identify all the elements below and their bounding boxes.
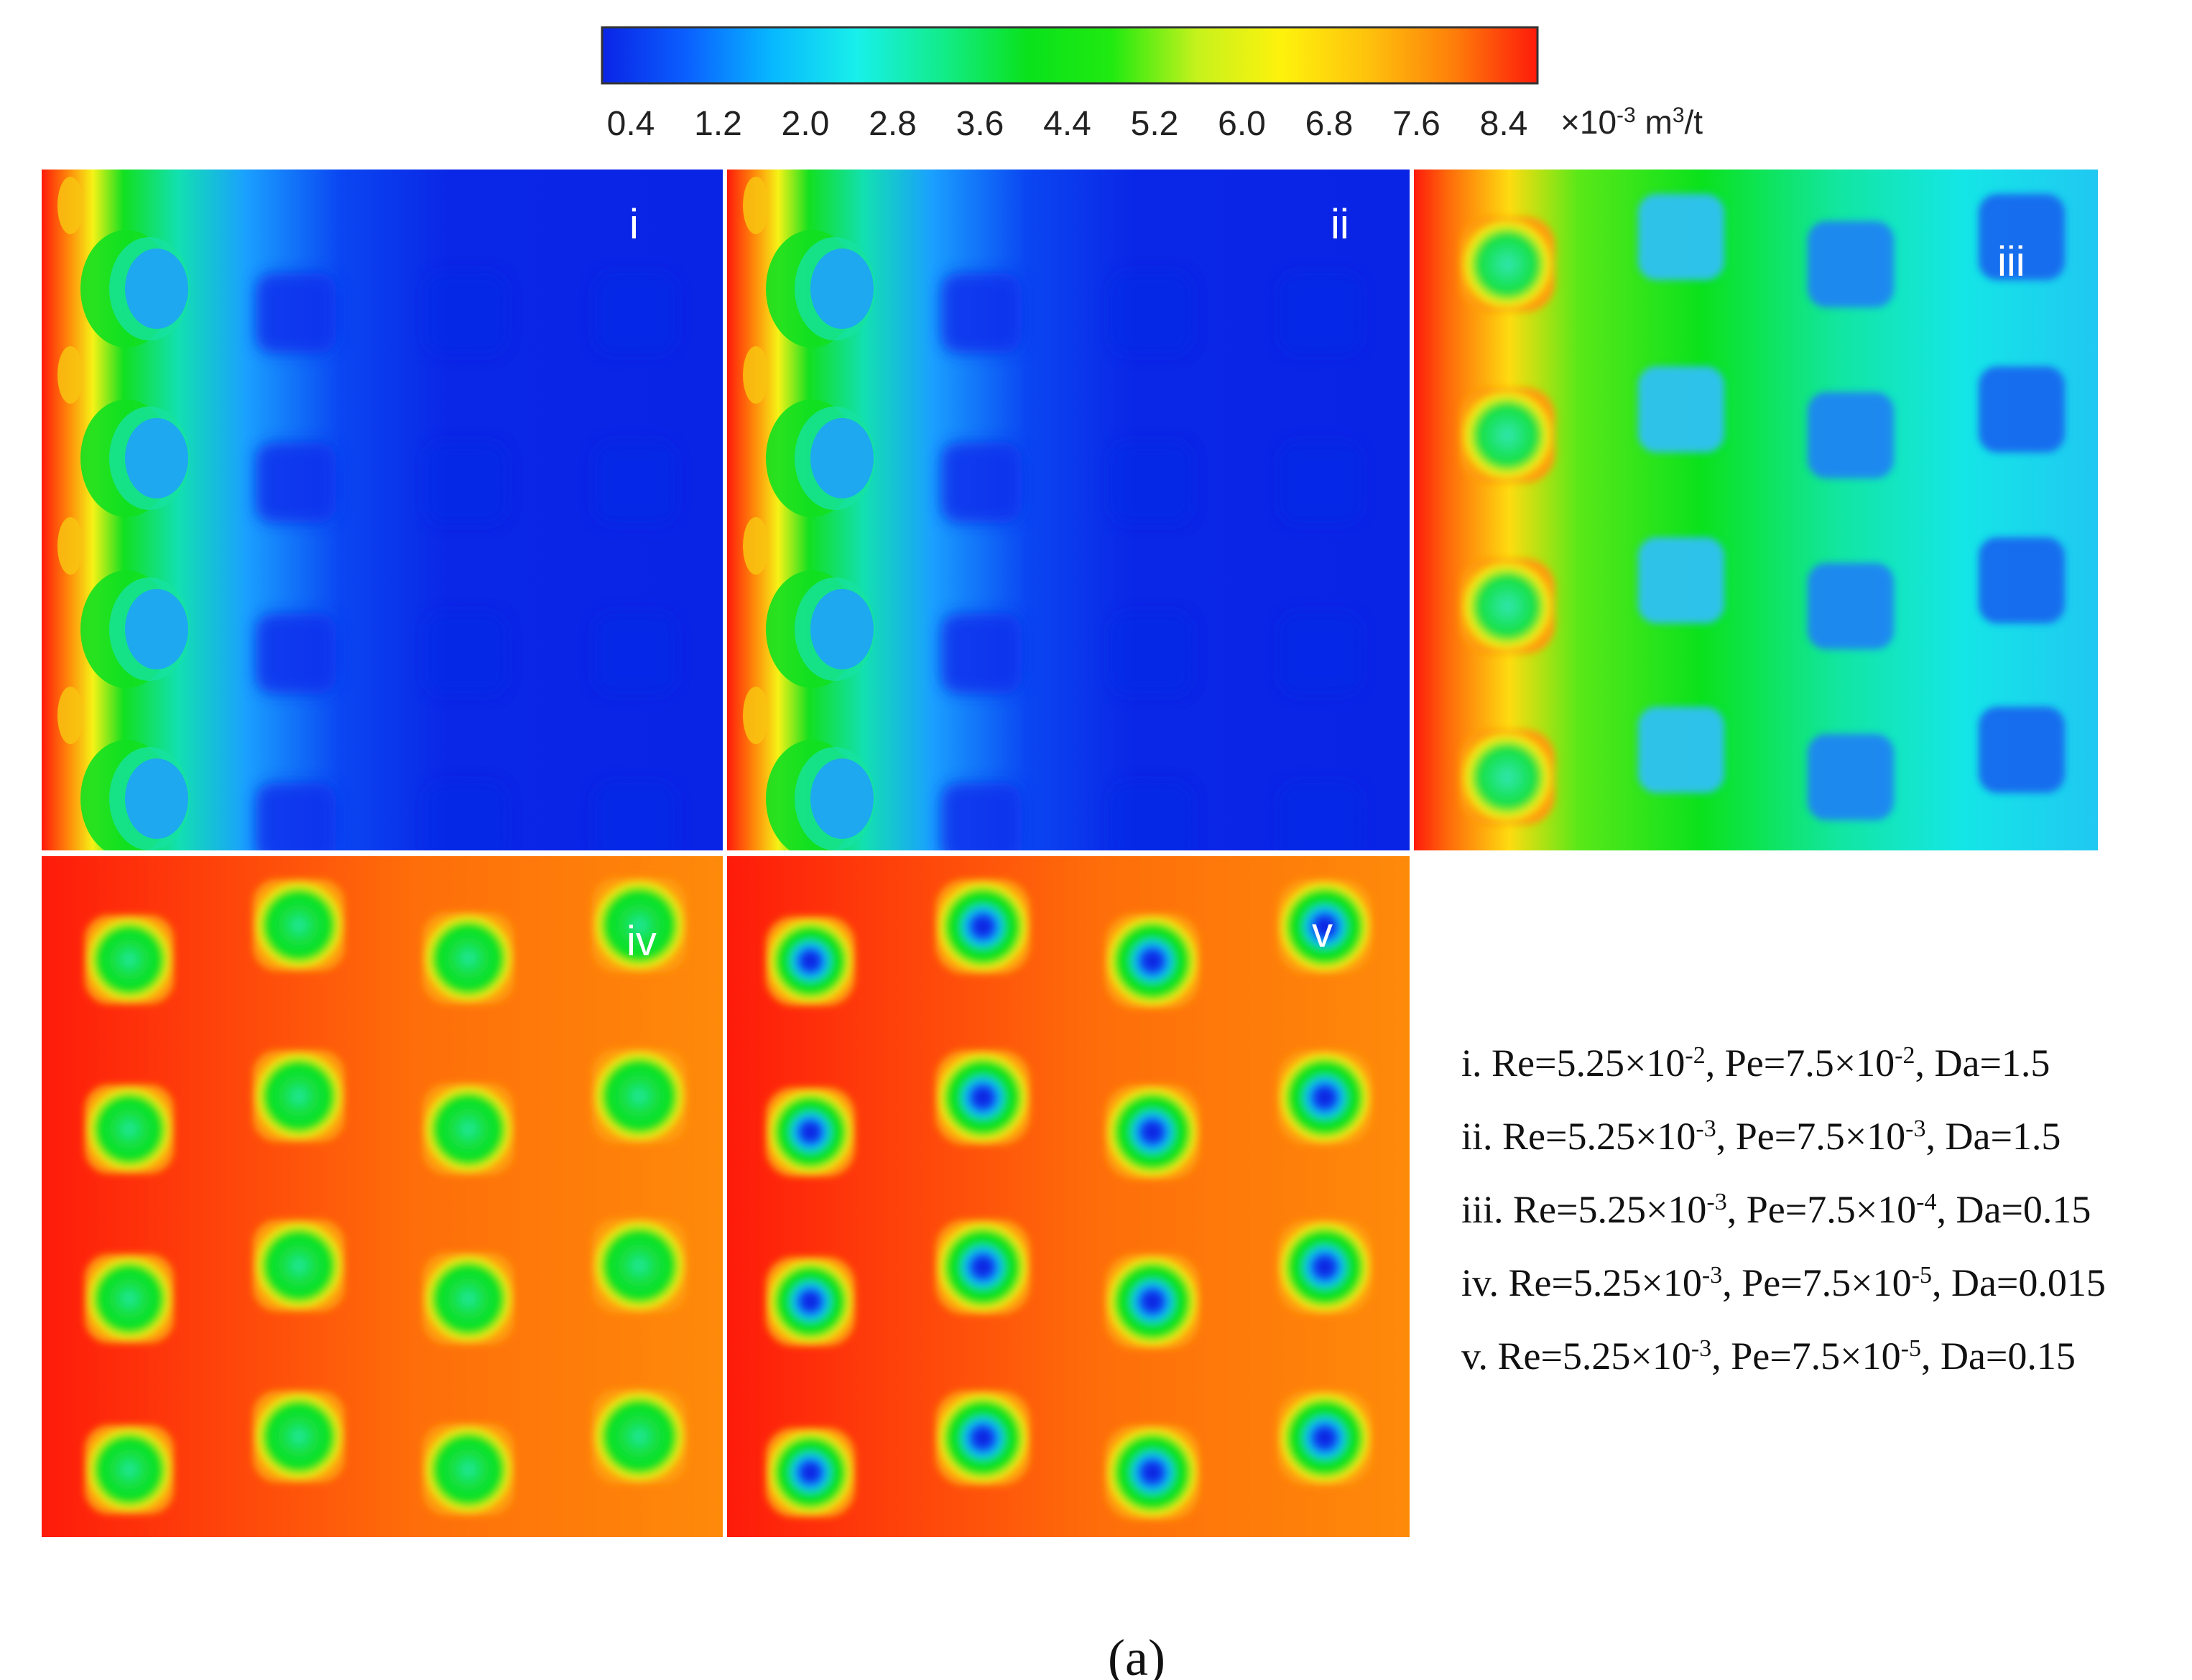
colorbar-unit: ×10-3 m3/t: [1560, 103, 1703, 141]
panel-label-iv: iv: [626, 918, 657, 965]
colorbar: 0.4 1.2 2.0 2.8 3.6 4.4 5.2 6.0 6.8 7.6 8.4 ×10-3 …: [601, 26, 1703, 143]
panel-label-v: v: [1312, 909, 1333, 956]
panel-label-iii: iii: [1997, 238, 2025, 285]
legend-entry: v. Re=5.25×10-3, Pe=7.5×10-5, Da=0.15: [1461, 1335, 2076, 1378]
colorbar-tick-label: 3.6: [956, 105, 1004, 143]
colorbar-tick-label: 8.4: [1480, 105, 1528, 143]
colorbar-tick-label: 0.4: [607, 105, 655, 143]
colorbar-tick-label: 6.8: [1305, 105, 1354, 143]
contour-panel-ii: [727, 170, 1410, 850]
colorbar-tick-label: 4.4: [1043, 105, 1091, 143]
legend-entry: ii. Re=5.25×10-3, Pe=7.5×10-3, Da=1.5: [1461, 1115, 2061, 1158]
contour-panel-iv: [42, 856, 723, 1537]
legend-entry: iv. Re=5.25×10-3, Pe=7.5×10-5, Da=0.015: [1461, 1261, 2106, 1304]
parameter-legend: i. Re=5.25×10-2, Pe=7.5×10-2, Da=1.5 ii. …: [1461, 1041, 2106, 1378]
colorbar-tick-label: 1.2: [694, 105, 742, 143]
panel-label-ii: ii: [1331, 201, 1349, 248]
colorbar-tick-label: 5.2: [1131, 105, 1179, 143]
contour-panel-v: [727, 856, 1410, 1537]
contour-panel-i: [42, 170, 723, 850]
colorbar-tick-labels: 0.4 1.2 2.0 2.8 3.6 4.4 5.2 6.0 6.8 7.6 8.4: [607, 105, 1528, 143]
colorbar-tick-label: 7.6: [1392, 105, 1440, 143]
legend-entry: iii. Re=5.25×10-3, Pe=7.5×10-4, Da=0.15: [1461, 1188, 2091, 1231]
colorbar-tick-label: 2.8: [869, 105, 917, 143]
colorbar-tick-label: 2.0: [782, 105, 830, 143]
legend-entry: i. Re=5.25×10-2, Pe=7.5×10-2, Da=1.5: [1461, 1041, 2050, 1085]
contour-panel-iii: [1414, 170, 2098, 850]
panel-label-i: i: [629, 201, 639, 248]
figure-caption: (a): [1108, 1629, 1165, 1680]
colorbar-tick-label: 6.0: [1218, 105, 1266, 143]
colorbar-gradient: [601, 26, 1539, 85]
